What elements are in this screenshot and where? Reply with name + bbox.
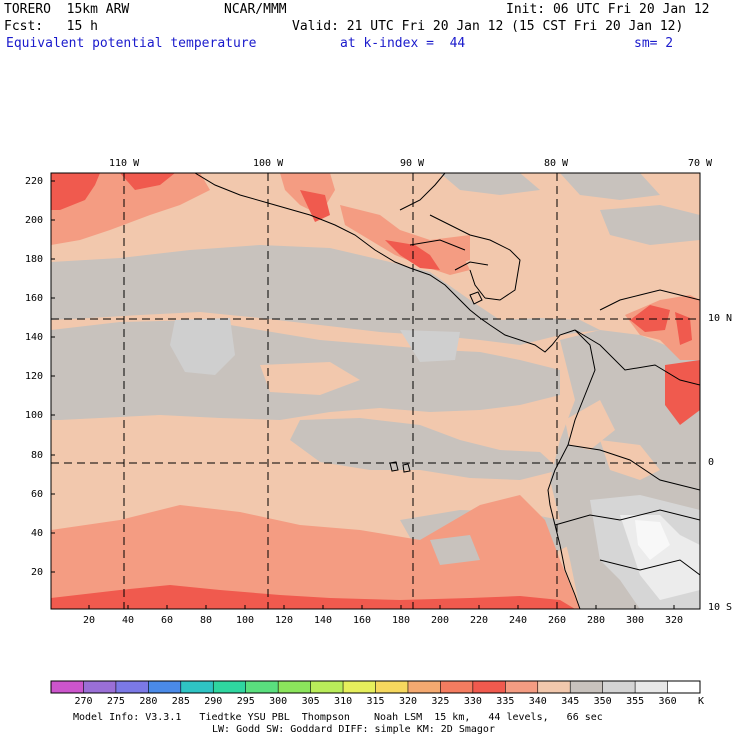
graticule [51, 173, 700, 609]
smoothing-info: sm= 2 [634, 36, 674, 51]
x-tick-label: 20 [83, 615, 96, 626]
lon-label: 70 W [688, 158, 713, 169]
colorbar-tick-label: 290 [204, 696, 223, 707]
y-tick-label: 60 [31, 489, 44, 500]
lat-label: 10 N [708, 313, 733, 324]
x-tick-label: 80 [200, 615, 213, 626]
lon-label: 100 W [253, 158, 284, 169]
x-tick-label: 120 [275, 615, 294, 626]
forecast-hour: Fcst: 15 h [4, 19, 98, 34]
tick-marks [51, 180, 675, 609]
lat-label: 0 [708, 457, 715, 468]
y-tick-label: 220 [25, 176, 44, 187]
plot-frame [50, 172, 701, 610]
x-tick-label: 260 [548, 615, 567, 626]
model-info: Model Info: V3.3.1 Tiedtke YSU PBL Thomp… [73, 712, 603, 723]
colorbar-tick-label: 330 [463, 696, 482, 707]
y-tick-label: 40 [31, 528, 44, 539]
colorbar-tick-label: 315 [366, 696, 385, 707]
y-tick-label: 140 [25, 332, 44, 343]
y-tick-label: 200 [25, 215, 44, 226]
x-tick-label: 220 [470, 615, 489, 626]
init-time: Init: 06 UTC Fri 20 Jan 12 [506, 2, 710, 17]
colorbar-tick-label: 335 [496, 696, 515, 707]
x-tick-label: 140 [314, 615, 333, 626]
theta-e-field [51, 173, 700, 609]
x-tick-label: 240 [509, 615, 528, 626]
colorbar-tick-label: 305 [301, 696, 320, 707]
x-tick-label: 280 [587, 615, 606, 626]
colorbar-tick-label: 360 [658, 696, 677, 707]
model-name: TORERO 15km ARW [4, 2, 130, 17]
x-tick-label: 40 [122, 615, 135, 626]
colorbar-tick-label: 275 [106, 696, 125, 707]
colorbar-tick-label: 345 [561, 696, 580, 707]
y-tick-label: 120 [25, 371, 44, 382]
y-tick-label: 80 [31, 450, 44, 461]
field-name: Equivalent potential temperature [6, 36, 257, 51]
colorbar-tick-label: 300 [269, 696, 288, 707]
colorbar-tick-label: 320 [398, 696, 417, 707]
x-tick-label: 180 [392, 615, 411, 626]
x-tick-label: 320 [665, 615, 684, 626]
y-tick-label: 180 [25, 254, 44, 265]
lat-label: 10 S [708, 602, 733, 613]
valid-time: Valid: 21 UTC Fri 20 Jan 12 (15 CST Fri … [292, 19, 684, 34]
lon-label: 80 W [544, 158, 569, 169]
x-tick-label: 300 [626, 615, 645, 626]
coastlines [194, 173, 700, 609]
x-tick-label: 200 [431, 615, 450, 626]
colorbar-tick-label: 325 [431, 696, 450, 707]
y-tick-label: 100 [25, 410, 44, 421]
y-tick-label: 160 [25, 293, 44, 304]
lon-label: 90 W [400, 158, 425, 169]
x-tick-label: 100 [236, 615, 255, 626]
center-name: NCAR/MMM [224, 2, 287, 17]
colorbar-tick-label: 270 [74, 696, 93, 707]
lon-label: 110 W [109, 158, 140, 169]
colorbar-tick-label: 285 [171, 696, 190, 707]
colorbar-tick-label: 340 [528, 696, 547, 707]
x-tick-label: 160 [353, 615, 372, 626]
colorbar-tick-label: 280 [139, 696, 158, 707]
physics-info: LW: Godd SW: Goddard DIFF: simple KM: 2D… [212, 724, 495, 735]
colorbar-tick-label: 355 [626, 696, 645, 707]
colorbar-tick-label: 295 [236, 696, 255, 707]
x-tick-label: 60 [161, 615, 174, 626]
level-info: at k-index = 44 [340, 36, 466, 51]
y-tick-label: 20 [31, 567, 44, 578]
colorbar-tick-label: 310 [334, 696, 353, 707]
colorbar-tick-label: 350 [593, 696, 612, 707]
colorbar-unit: K [698, 696, 705, 707]
